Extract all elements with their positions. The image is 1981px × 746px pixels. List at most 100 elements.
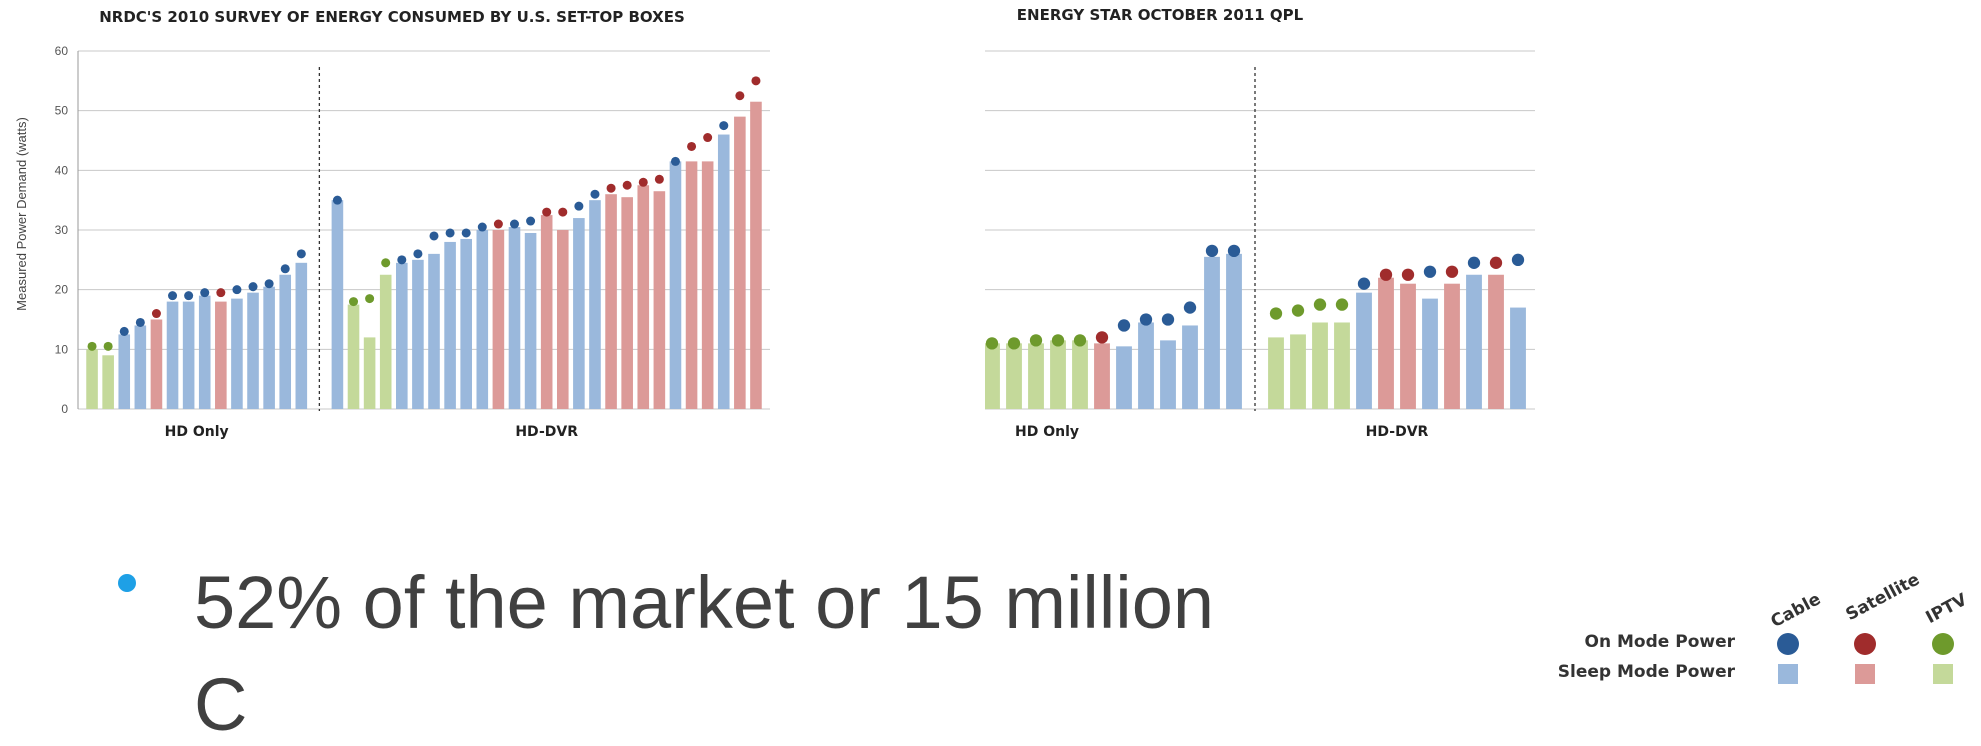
bar-cable-sleep: [1422, 298, 1438, 409]
bar-satellite-sleep: [605, 194, 617, 409]
bar-iptv-sleep: [1006, 343, 1022, 409]
point-cable-on: [397, 255, 407, 265]
y-tick-label: 30: [55, 223, 69, 237]
bar-satellite-sleep: [1400, 283, 1416, 409]
bar-satellite-sleep: [621, 197, 633, 409]
bar-iptv-sleep: [985, 343, 1000, 409]
bar-iptv-sleep: [102, 355, 114, 409]
point-cable-on: [200, 288, 210, 298]
bullet-dot: [118, 574, 136, 592]
bar-cable-sleep: [1182, 325, 1198, 409]
legend-satellite-sleep-swatch: [1855, 664, 1875, 684]
point-cable-on: [332, 195, 342, 205]
point-cable-on: [1511, 253, 1525, 266]
y-axis-label: Measured Power Demand (watts): [14, 117, 29, 311]
bar-satellite-sleep: [701, 161, 714, 409]
bar-satellite-sleep: [750, 101, 762, 409]
point-cable-on: [413, 249, 423, 259]
bar-cable-sleep: [331, 200, 344, 409]
point-satellite-on: [1095, 331, 1109, 344]
bar-satellite-sleep: [637, 185, 650, 409]
bar-cable-sleep: [1160, 340, 1176, 409]
bar-satellite-sleep: [150, 319, 163, 409]
bar-cable-sleep: [476, 230, 489, 409]
point-satellite-on: [703, 133, 713, 143]
point-cable-on: [719, 121, 729, 131]
bar-iptv-sleep: [379, 274, 392, 409]
point-satellite-on: [735, 91, 745, 101]
y-tick-label: 0: [61, 402, 68, 416]
point-iptv-on: [1051, 334, 1065, 347]
bar-satellite-sleep: [734, 116, 746, 409]
energy-star-chart: ENERGY STAR OCTOBER 2011 QPLMeasred Powe…: [985, 6, 1535, 440]
bar-satellite-sleep: [1488, 274, 1504, 409]
point-iptv-on: [1073, 334, 1087, 347]
point-cable-on: [461, 228, 471, 238]
point-cable-on: [477, 222, 487, 232]
point-cable-on: [445, 228, 455, 238]
point-cable-on: [1205, 244, 1219, 258]
point-iptv-on: [985, 337, 999, 350]
point-satellite-on: [151, 309, 161, 319]
bullet-text-line2: C: [194, 663, 248, 746]
point-satellite-on: [558, 207, 568, 217]
bar-satellite-sleep: [1444, 283, 1460, 409]
bar-cable-sleep: [524, 232, 537, 409]
point-iptv-on: [349, 297, 359, 307]
bar-satellite-sleep: [1094, 343, 1110, 409]
point-satellite-on: [1401, 268, 1415, 281]
bar-satellite-sleep: [215, 301, 227, 409]
point-cable-on: [168, 291, 178, 301]
group-label: HD Only: [1015, 424, 1079, 440]
legend-head-iptv: IPTV: [1922, 589, 1971, 628]
bar-cable-sleep: [134, 325, 147, 409]
bar-cable-sleep: [295, 262, 308, 409]
legend-iptv-on-dot: [1932, 633, 1954, 655]
bar-cable-sleep: [1138, 322, 1154, 409]
point-cable-on: [232, 285, 242, 295]
point-cable-on: [264, 279, 274, 289]
legend-cable-sleep-swatch: [1778, 664, 1798, 684]
point-iptv-on: [1335, 298, 1349, 311]
point-cable-on: [1423, 265, 1437, 278]
point-iptv-on: [1007, 337, 1021, 350]
point-satellite-on: [542, 207, 552, 217]
point-cable-on: [1357, 277, 1371, 290]
bar-cable-sleep: [508, 227, 521, 409]
point-satellite-on: [1445, 265, 1459, 278]
point-cable-on: [280, 264, 290, 274]
bar-cable-sleep: [396, 262, 408, 409]
bar-iptv-sleep: [1268, 337, 1284, 409]
bar-cable-sleep: [279, 274, 292, 409]
bar-cable-sleep: [444, 241, 456, 409]
bar-cable-sleep: [182, 301, 195, 409]
point-cable-on: [509, 219, 519, 229]
point-cable-on: [1161, 313, 1175, 326]
bar-satellite-sleep: [1378, 277, 1394, 409]
bar-cable-sleep: [1226, 253, 1242, 409]
point-iptv-on: [1291, 304, 1305, 317]
group-label: HD-DVR: [1366, 424, 1429, 440]
point-cable-on: [429, 231, 439, 241]
bar-iptv-sleep: [1072, 340, 1088, 409]
bar-cable-sleep: [717, 134, 730, 410]
point-cable-on: [1467, 256, 1481, 269]
group-label: HD Only: [165, 424, 229, 440]
y-tick-label: 50: [55, 104, 69, 118]
bullet-text: 52% of the market or 15 million: [194, 561, 1215, 644]
point-satellite-on: [606, 183, 616, 193]
point-cable-on: [670, 156, 680, 166]
point-satellite-on: [1379, 268, 1393, 281]
bar-cable-sleep: [198, 295, 211, 409]
point-satellite-on: [1489, 256, 1503, 269]
bar-cable-sleep: [231, 298, 243, 409]
bar-iptv-sleep: [1334, 322, 1350, 409]
y-tick-label: 40: [55, 163, 69, 177]
point-cable-on: [574, 201, 584, 211]
legend-satellite-on-dot: [1854, 633, 1876, 655]
bar-cable-sleep: [1356, 292, 1372, 409]
bar-cable-sleep: [1466, 274, 1482, 409]
bar-satellite-sleep: [653, 191, 666, 409]
bar-cable-sleep: [263, 286, 275, 409]
point-iptv-on: [1313, 298, 1327, 311]
